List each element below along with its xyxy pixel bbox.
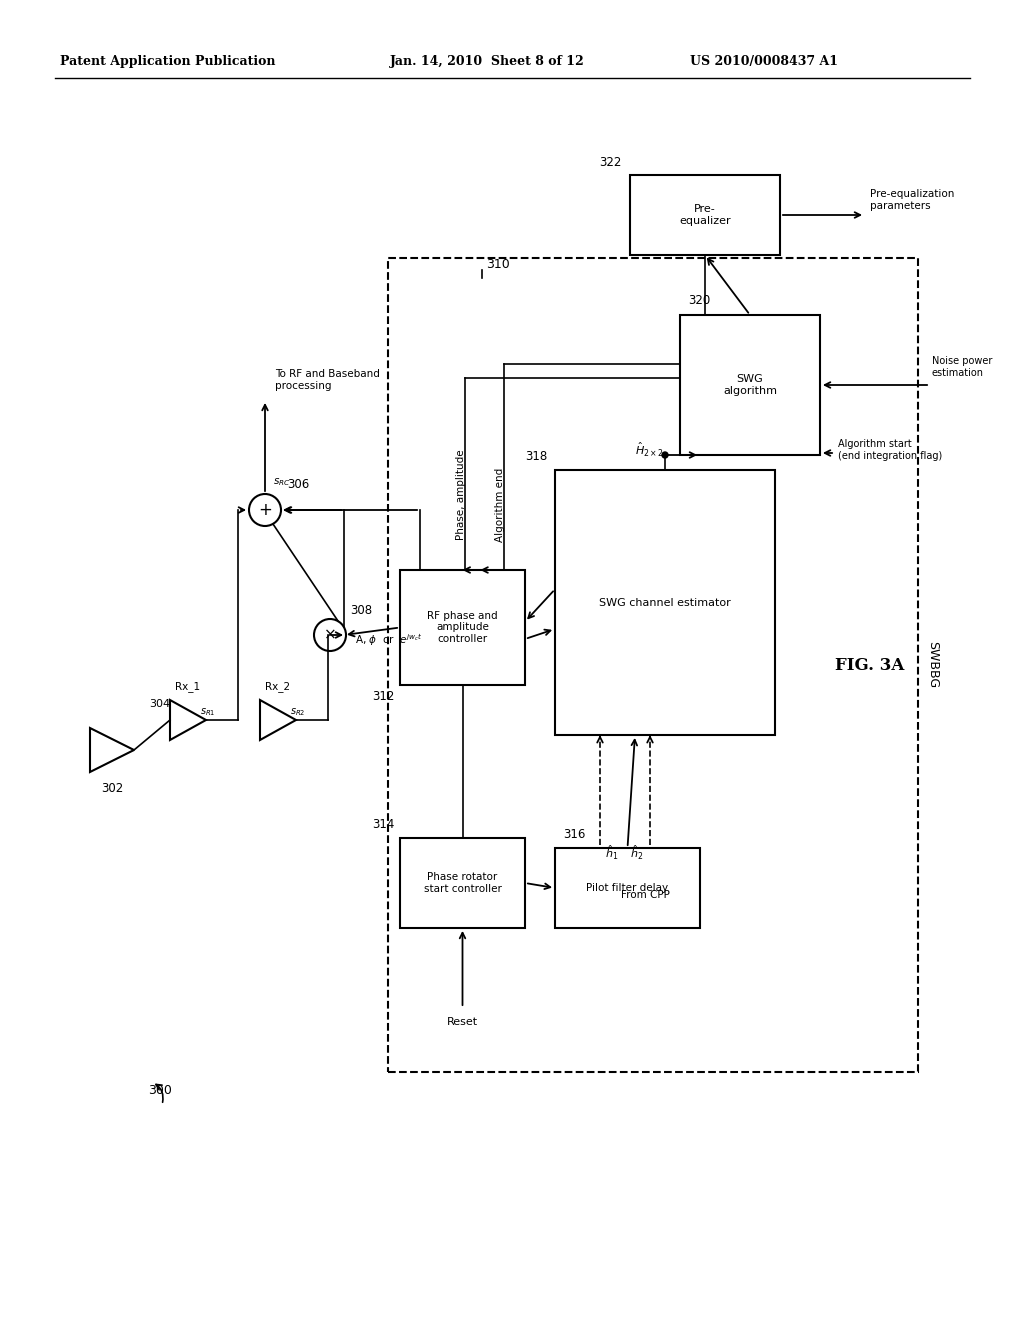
Text: SWG
algorithm: SWG algorithm (723, 374, 777, 396)
Text: US 2010/0008437 A1: US 2010/0008437 A1 (690, 55, 838, 69)
Bar (555, 470, 775, 735)
Text: Phase, amplitude: Phase, amplitude (456, 450, 466, 540)
Bar (680, 315, 820, 455)
Text: Pre-
equalizer: Pre- equalizer (679, 205, 731, 226)
Text: ×: × (324, 627, 336, 643)
Text: 316: 316 (563, 828, 586, 841)
Text: $\hat{h}_2$: $\hat{h}_2$ (631, 843, 644, 862)
Text: 320: 320 (688, 294, 711, 308)
Text: $s_{R2}$: $s_{R2}$ (291, 706, 306, 718)
Text: Rx_2: Rx_2 (265, 681, 291, 693)
Text: 314: 314 (373, 817, 395, 830)
Bar (400, 570, 525, 685)
Text: $\hat{h}_1$: $\hat{h}_1$ (605, 843, 618, 862)
Text: 304: 304 (150, 700, 171, 709)
Text: $\hat{H}_{2\times2}$: $\hat{H}_{2\times2}$ (636, 441, 665, 459)
Bar (388, 257, 918, 1072)
Text: Algorithm end: Algorithm end (495, 467, 505, 543)
Text: Patent Application Publication: Patent Application Publication (60, 55, 275, 69)
Text: From CPP: From CPP (621, 890, 670, 900)
Text: 306: 306 (287, 479, 309, 491)
Text: 322: 322 (600, 157, 622, 169)
Text: 308: 308 (350, 603, 372, 616)
Bar (630, 176, 780, 255)
Text: 300: 300 (148, 1084, 172, 1097)
Text: Noise power
estimation: Noise power estimation (932, 356, 992, 378)
Text: $s_{RC}$: $s_{RC}$ (273, 477, 291, 488)
Bar (555, 847, 700, 928)
Text: Reset: Reset (446, 1016, 478, 1027)
Text: To RF and Baseband
processing: To RF and Baseband processing (275, 370, 380, 391)
Text: Pilot filter delay: Pilot filter delay (587, 883, 669, 894)
Text: Phase rotator
start controller: Phase rotator start controller (424, 873, 502, 894)
Text: Algorithm start
(end integration flag): Algorithm start (end integration flag) (838, 440, 942, 461)
Text: Pre-equalization
parameters: Pre-equalization parameters (870, 189, 954, 211)
Text: FIG. 3A: FIG. 3A (836, 656, 904, 673)
Text: RF phase and
amplitude
controller: RF phase and amplitude controller (427, 611, 498, 644)
Text: SWG channel estimator: SWG channel estimator (599, 598, 731, 607)
Text: 318: 318 (524, 450, 547, 462)
Text: A, $\phi$  or  $e^{jw_c t}$: A, $\phi$ or $e^{jw_c t}$ (355, 632, 422, 648)
Text: 312: 312 (373, 690, 395, 704)
Text: 302: 302 (101, 781, 123, 795)
Text: SWBBG: SWBBG (927, 642, 939, 689)
Text: +: + (258, 502, 272, 519)
Text: Rx_1: Rx_1 (175, 681, 201, 693)
Circle shape (662, 451, 668, 458)
Text: 310: 310 (486, 259, 510, 272)
Text: Jan. 14, 2010  Sheet 8 of 12: Jan. 14, 2010 Sheet 8 of 12 (390, 55, 585, 69)
Text: $s_{R1}$: $s_{R1}$ (201, 706, 216, 718)
Bar (400, 838, 525, 928)
